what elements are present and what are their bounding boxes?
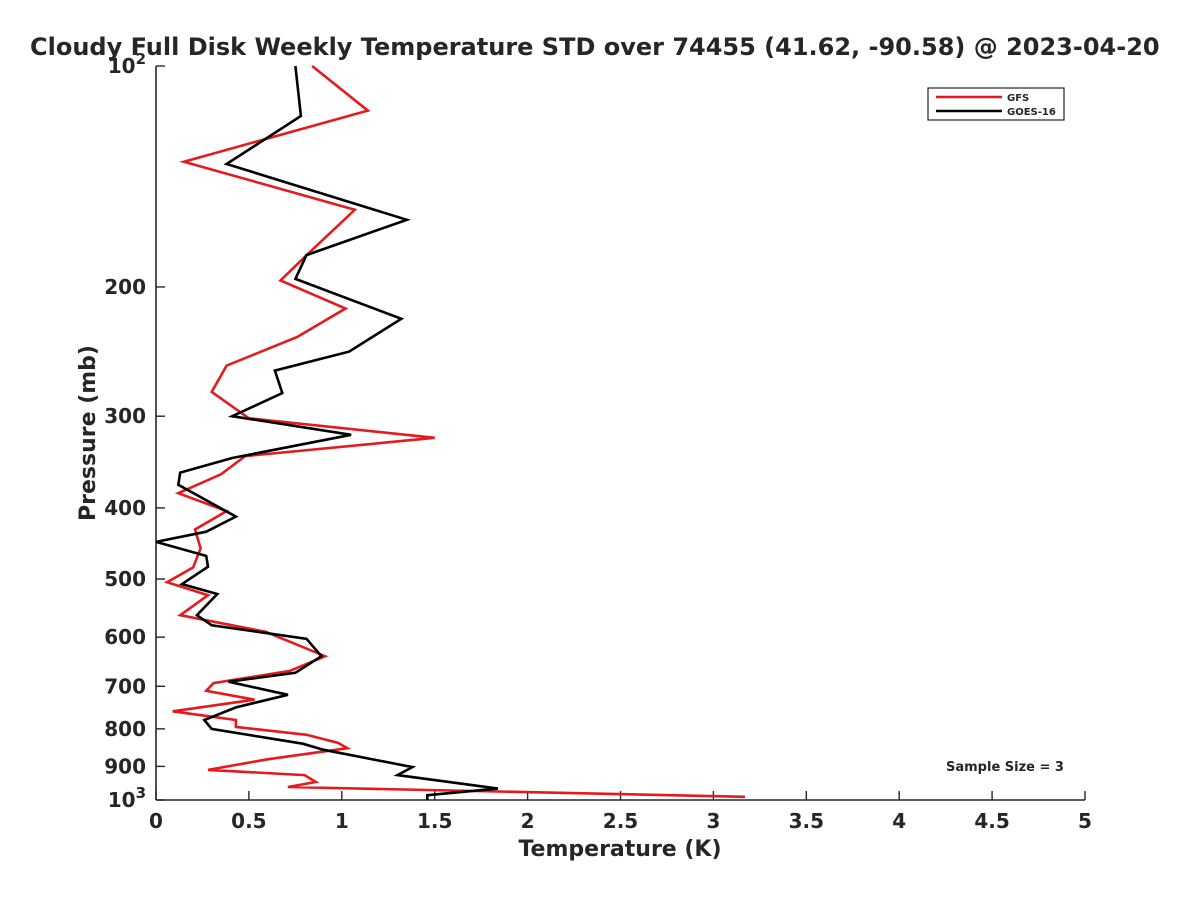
x-tick-label: 1.5: [417, 809, 452, 833]
x-tick-label: 5: [1078, 809, 1092, 833]
legend-label-goes16: GOES-16: [1007, 107, 1056, 118]
axes: 0 0.5 1 1.5 2 2.5 3 3.5 4 4.5 5 102 200 300 400 500 600 7…: [104, 50, 1092, 833]
x-tick-label: 3: [706, 809, 720, 833]
x-tick-label: 4: [892, 809, 906, 833]
series-line-goes16: [155, 65, 499, 800]
y-tick-label: 600: [104, 625, 146, 649]
legend: GFS GOES-16: [927, 87, 1065, 121]
x-tick-label: 3.5: [789, 809, 824, 833]
legend-box: [927, 87, 1065, 121]
y-axis-label: Pressure (mb): [76, 345, 101, 521]
y-tick-label: 800: [104, 717, 146, 741]
y-tick-label: 700: [104, 674, 146, 698]
legend-label-gfs: GFS: [1007, 93, 1029, 104]
chart-title: Cloudy Full Disk Weekly Temperature STD …: [30, 33, 1160, 61]
y-tick-label: 400: [104, 496, 146, 520]
x-tick-label: 4.5: [974, 809, 1009, 833]
x-tick-label: 0: [149, 809, 163, 833]
y-tick-label: 500: [104, 567, 146, 591]
y-tick-label: 200: [104, 275, 146, 299]
x-tick-label: 2: [521, 809, 535, 833]
y-tick-label: 102: [108, 50, 146, 78]
sample-size-annotation: Sample Size = 3: [946, 760, 1064, 775]
x-tick-label: 2.5: [603, 809, 638, 833]
y-tick-label: 900: [104, 754, 146, 778]
y-tick-label: 103: [108, 784, 146, 812]
series-group: [155, 64, 746, 800]
y-tick-label: 300: [104, 404, 146, 428]
series-line-gfs: [163, 64, 746, 799]
x-axis-label: Temperature (K): [518, 837, 721, 862]
x-tick-label: 1: [335, 809, 349, 833]
x-tick-label: 0.5: [231, 809, 266, 833]
